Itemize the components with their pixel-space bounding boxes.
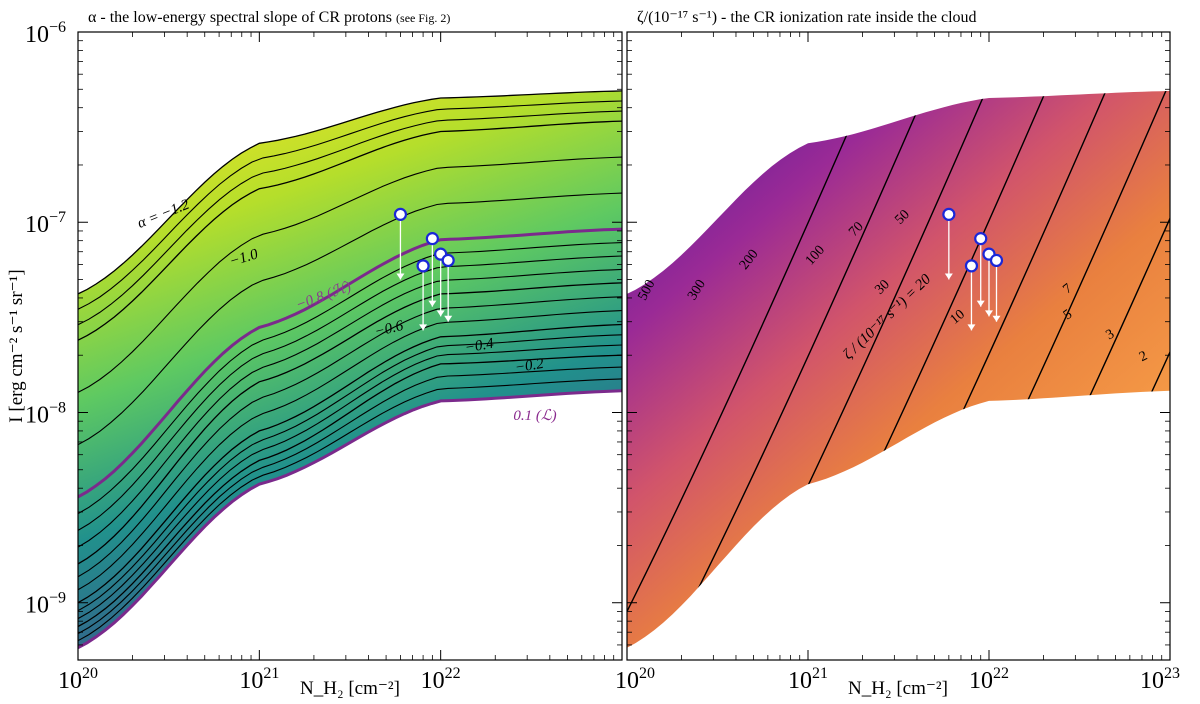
contour-line [78, 110, 622, 326]
y-tick-label: 10−8 [25, 399, 66, 428]
zeta-contour-line [627, 90, 888, 648]
y-tick-label: 10−9 [25, 590, 66, 619]
x-tick-label: 1020 [58, 665, 98, 694]
contour-label: −0.2 [514, 356, 546, 376]
left-panel: α = −1.2−1.0−0.8 (ℋ)−0.6−0.4−0.20.1 (ℒ)α… [77, 9, 623, 661]
contour-line-m0p8 [78, 227, 622, 499]
contour-label: −0.4 [464, 336, 496, 357]
contour-line-m0p2 [78, 354, 622, 628]
contour-line [78, 334, 622, 612]
x-tick-label: 1023 [1140, 665, 1180, 694]
data-point [974, 232, 988, 246]
contour-line-0p1 [78, 389, 622, 650]
upper-limit-arrow [992, 315, 1001, 322]
y-axis-label: I [erg cm⁻² s⁻¹ sr⁻¹] [6, 269, 27, 422]
upper-limit-arrow [967, 324, 976, 331]
x-tick-label: 1022 [421, 665, 461, 694]
upper-limit-arrow [436, 310, 445, 317]
left-frame [77, 31, 623, 661]
x-tick-label: 1020 [615, 665, 655, 694]
contour-line [78, 156, 622, 393]
left-extra-contours [78, 100, 622, 642]
upper-limit-arrow [985, 310, 993, 317]
contour-label: −0.6 [373, 318, 405, 341]
right-title: ζ/(10⁻¹⁷ s⁻¹) - the CR ionization rate i… [637, 9, 977, 26]
y-tick-label: 10−7 [25, 209, 66, 238]
contour-line [78, 296, 622, 578]
contour-line [78, 344, 622, 620]
x-tick-label: 1021 [788, 665, 828, 694]
contour-line-m0p6 [78, 282, 622, 565]
contour-line [78, 100, 622, 310]
right-heatmap-band [627, 90, 1170, 648]
x-tick-label: 1021 [239, 665, 279, 694]
upper-limit-arrow [428, 300, 437, 307]
zeta-contour-line [1187, 42, 1200, 690]
y-tick-label: 10−6 [25, 19, 66, 48]
upper-limit-arrow [396, 273, 405, 280]
data-point [964, 259, 979, 273]
data-point [441, 253, 455, 268]
contour-line [78, 378, 622, 642]
upper-limit-arrow [444, 315, 453, 322]
right-frame [626, 31, 1171, 661]
data-point [942, 207, 956, 221]
contour-line-m1 [78, 120, 622, 341]
data-point [425, 232, 439, 246]
x-axis-label-right: N_H₂ [cm⁻²] [848, 678, 948, 699]
left-heatmap-band [78, 90, 622, 648]
upper-limit-arrow [976, 300, 985, 307]
x-axis-label-left: N_H₂ [cm⁻²] [300, 678, 400, 699]
left-title: α - the low-energy spectral slope of CR … [88, 9, 450, 26]
data-point [393, 207, 408, 221]
contour-label: 0.1 (ℒ) [513, 408, 556, 424]
contour-line [78, 255, 622, 531]
upper-limit-arrow [419, 324, 428, 331]
contour-line-m0p4 [78, 323, 622, 604]
x-tick-label: 1022 [969, 665, 1009, 694]
data-point [416, 259, 430, 273]
contour-line [78, 268, 622, 548]
upper-limit-arrow [944, 273, 953, 280]
contour-line-m1p2 [78, 90, 622, 295]
contour-line [78, 366, 622, 635]
contour-line [78, 310, 622, 591]
contour-line [78, 192, 622, 446]
contour-line [78, 242, 622, 515]
data-point [989, 253, 1004, 268]
